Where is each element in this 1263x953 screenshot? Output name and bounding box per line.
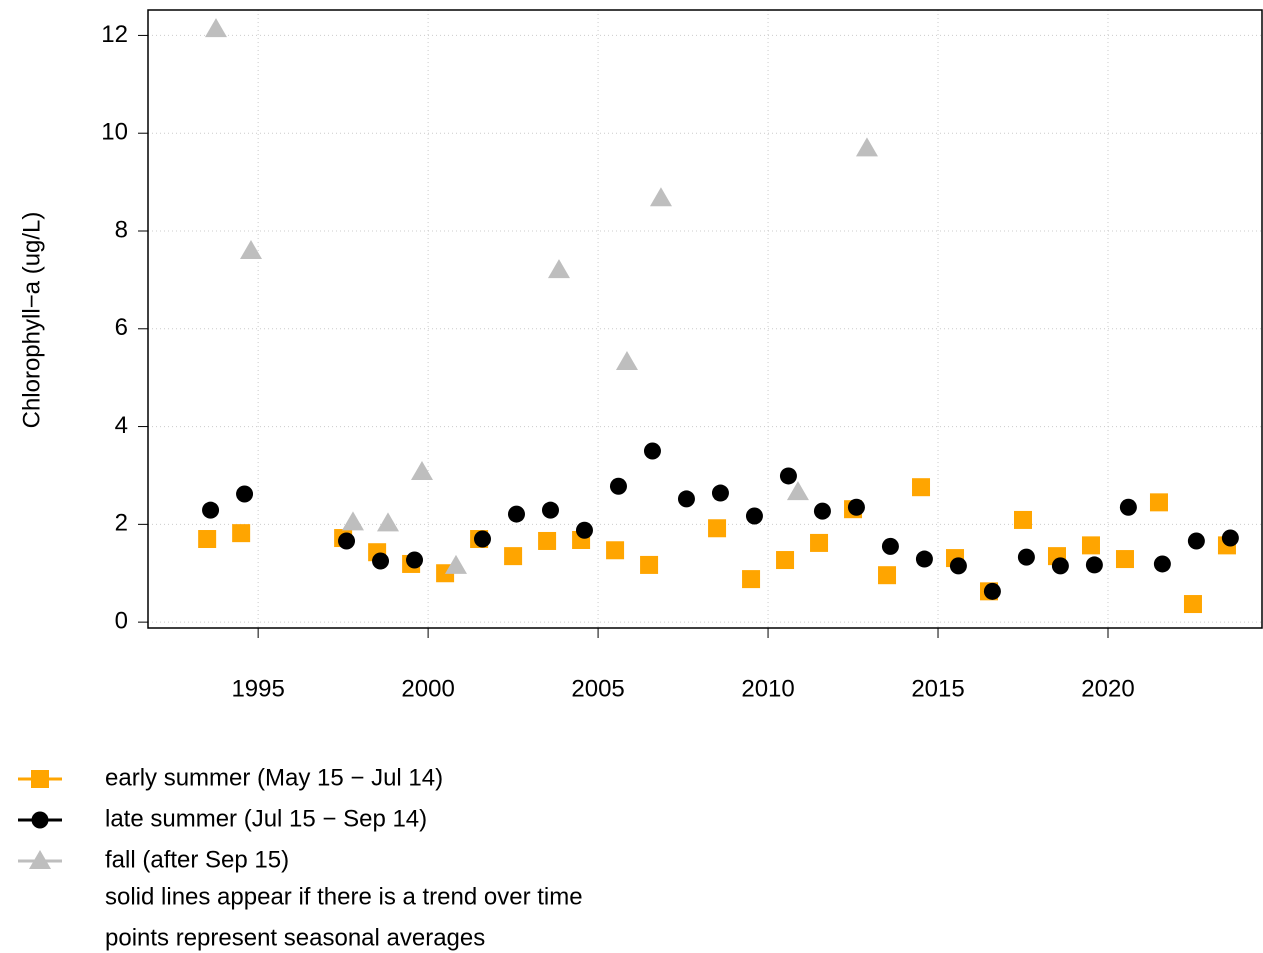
point [1119,498,1137,516]
point [376,512,399,532]
point [341,511,364,531]
point [742,570,761,589]
y-axis-label: Chlorophyll−a (ug/L) [18,212,45,429]
point [406,551,424,569]
point [1014,510,1033,529]
point [1221,529,1239,547]
point [338,532,356,550]
point [541,501,559,519]
point [643,442,661,460]
point [949,557,967,575]
x-tick-label: 2015 [911,675,964,702]
y-tick-label: 10 [101,119,128,146]
legend-note: solid lines appear if there is a trend o… [105,883,583,910]
point [240,240,263,260]
legend-marker [31,811,49,829]
x-tick-label: 2000 [401,675,454,702]
point [776,551,795,570]
point [708,519,727,538]
point [983,582,1001,600]
plot-frame [147,9,1263,629]
point [855,137,878,157]
point [677,490,695,508]
y-tick-label: 0 [115,607,128,634]
x-tick-label: 2005 [571,675,624,702]
point [372,552,390,570]
legend-marker [31,770,49,788]
point [878,566,897,585]
point [640,555,659,574]
x-tick-label: 2020 [1081,675,1134,702]
legend-label: fall (after Sep 15) [105,846,289,873]
point [410,461,433,481]
point [1183,595,1202,614]
point [474,530,491,548]
x-tick-label: 2010 [741,675,794,702]
y-tick-label: 2 [115,510,128,537]
point [1187,532,1205,550]
point [538,531,557,550]
point [745,507,763,525]
point [881,537,899,555]
legend-label: early summer (May 15 − Jul 14) [105,764,443,791]
point [1017,548,1035,566]
point [202,501,220,519]
x-tick-label: 1995 [231,675,284,702]
point [810,533,829,552]
point [1149,493,1168,512]
point [444,554,467,574]
legend-marker [29,850,51,869]
point [779,467,797,485]
y-tick-label: 4 [115,412,128,439]
legend-note: points represent seasonal averages [105,924,485,951]
point [813,502,831,520]
point [1115,550,1134,569]
point [786,481,809,501]
point [847,498,865,516]
y-tick-label: 6 [115,314,128,341]
point [609,477,627,495]
y-tick-label: 12 [101,21,128,48]
point [1153,555,1171,573]
point [198,530,217,549]
point [606,541,625,560]
point [547,259,570,279]
point [1081,536,1100,555]
y-tick-label: 8 [115,216,128,243]
point [232,524,251,543]
point [1085,556,1103,574]
point [615,351,638,371]
legend-label: late summer (Jul 15 − Sep 14) [105,805,427,832]
point [912,478,931,497]
point [649,187,672,207]
point [915,550,933,568]
point [504,547,523,566]
point [507,505,525,523]
point [575,521,593,539]
point [1051,557,1069,575]
point [711,484,729,502]
point [204,18,227,38]
point [236,485,254,503]
